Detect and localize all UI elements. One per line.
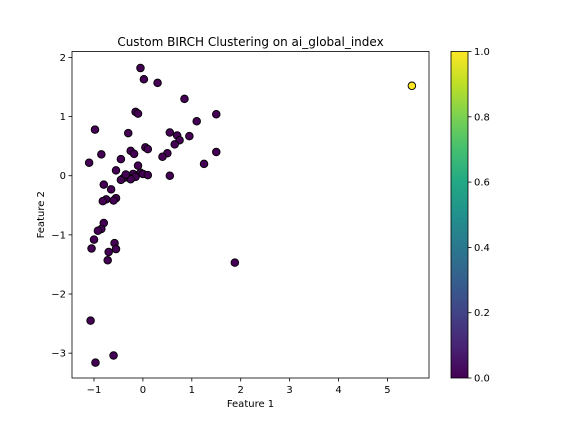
scatter-point-cluster-0-21 [158,152,167,162]
scatter-point-cluster-0-55 [86,316,95,325]
scatter-point-cluster-0-51 [111,244,121,254]
scatter-point-cluster-1-0 [407,81,417,91]
colorbar-tick-label: 0.2 [474,308,490,319]
chart-title: Custom BIRCH Clustering on ai_global_ind… [117,35,383,49]
x-tick-label: 1 [189,385,195,396]
scatter-point-cluster-0-12 [185,131,194,141]
points-layer [84,63,417,367]
scatter-point-cluster-0-14 [170,140,179,149]
y-tick-label: −1 [51,230,66,241]
scatter-point-cluster-0-54 [230,258,240,267]
scatter-point-cluster-0-37 [121,170,131,179]
scatter-point-cluster-0-56 [91,358,100,367]
scatter-point-cluster-0-26 [133,161,143,170]
scatter-point-cluster-0-7 [192,117,201,126]
x-ticks: −1 0 1 2 3 4 5 [87,378,391,396]
y-tick-label: −3 [51,349,66,360]
scatter-point-cluster-0-40 [106,185,116,194]
x-tick-label: 2 [238,385,244,396]
scatter-point-cluster-0-0 [136,63,145,73]
colorbar-ticks: 0.0 0.2 0.4 0.6 0.8 1.0 [468,47,490,385]
scatter-point-cluster-0-16 [143,144,153,154]
scatter-point-cluster-0-2 [153,78,162,88]
colorbar-tick-label: 0.4 [474,243,490,254]
scatter-point-cluster-0-27 [111,166,121,175]
x-tick-label: 0 [140,385,146,396]
scatter-point-cluster-0-10 [165,128,175,137]
x-axis-label: Feature 1 [227,399,274,410]
scatter-point-cluster-0-36 [116,175,126,185]
y-ticks: −3 −2 −1 0 1 2 [51,53,72,360]
colorbar-tick-label: 0.0 [474,374,490,385]
scatter-point-cluster-0-18 [129,149,139,159]
scatter-point-cluster-0-5 [133,109,143,118]
scatter-point-cluster-0-9 [123,128,133,138]
scatter-point-cluster-0-39 [99,180,109,189]
scatter-point-cluster-0-57 [109,351,118,360]
colorbar-tick-label: 0.8 [474,112,490,123]
scatter-point-cluster-0-6 [212,109,221,119]
scatter-point-cluster-0-25 [199,159,209,169]
scatter-point-cluster-0-3 [180,94,189,104]
x-tick-label: −1 [87,385,102,396]
colorbar [450,51,469,379]
x-tick-label: 4 [335,385,341,396]
scatter-point-cluster-0-24 [84,158,94,167]
scatter-point-cluster-0-43 [109,196,118,205]
plot-area-frame [71,51,430,379]
scatter-point-cluster-0-47 [93,226,103,235]
scatter-point-cluster-0-23 [116,154,126,164]
y-axis-label: Feature 2 [36,191,47,238]
colorbar-tick-label: 0.6 [474,178,490,189]
scatter-point-cluster-0-53 [103,256,112,265]
scatter-point-cluster-0-20 [212,147,221,157]
scatter-point-cluster-0-30 [143,170,153,180]
scatter-point-cluster-0-22 [97,150,106,159]
x-tick-label: 3 [286,385,292,396]
colorbar-tick-label: 1.0 [474,47,490,58]
y-tick-label: −2 [51,290,66,301]
y-tick-label: 2 [60,53,66,64]
y-tick-label: 0 [60,171,66,182]
y-tick-label: 1 [60,112,66,123]
scatter-point-cluster-0-44 [98,196,108,206]
scatter-point-cluster-0-48 [89,235,99,244]
scatter-point-cluster-0-52 [104,247,113,257]
scatter-point-cluster-0-49 [87,244,96,253]
scatter-point-cluster-0-38 [165,171,175,180]
scatter-point-cluster-0-1 [139,75,149,84]
scatter-point-cluster-0-8 [90,125,100,134]
x-tick-label: 5 [384,385,390,396]
